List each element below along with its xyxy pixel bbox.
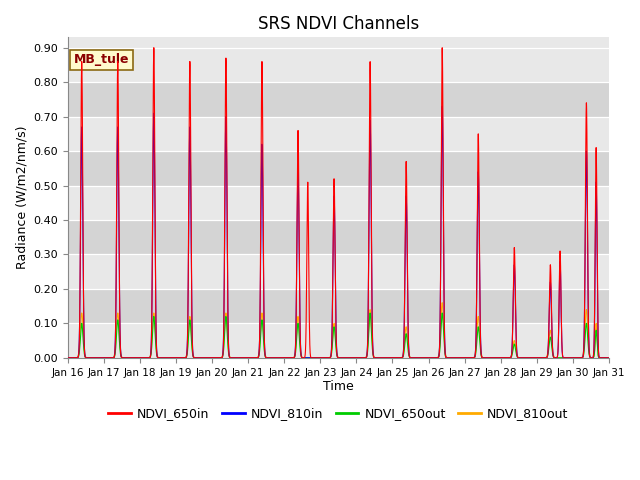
Bar [68, 82, 609, 117]
Legend: NDVI_650in, NDVI_810in, NDVI_650out, NDVI_810out: NDVI_650in, NDVI_810in, NDVI_650out, NDV… [104, 403, 573, 425]
Bar [68, 220, 609, 254]
X-axis label: Time: Time [323, 380, 354, 393]
Bar [68, 289, 609, 324]
Title: SRS NDVI Channels: SRS NDVI Channels [258, 15, 419, 33]
Y-axis label: Radiance (W/m2/nm/s): Radiance (W/m2/nm/s) [15, 126, 28, 269]
Bar [68, 151, 609, 185]
Text: MB_tule: MB_tule [74, 53, 129, 66]
